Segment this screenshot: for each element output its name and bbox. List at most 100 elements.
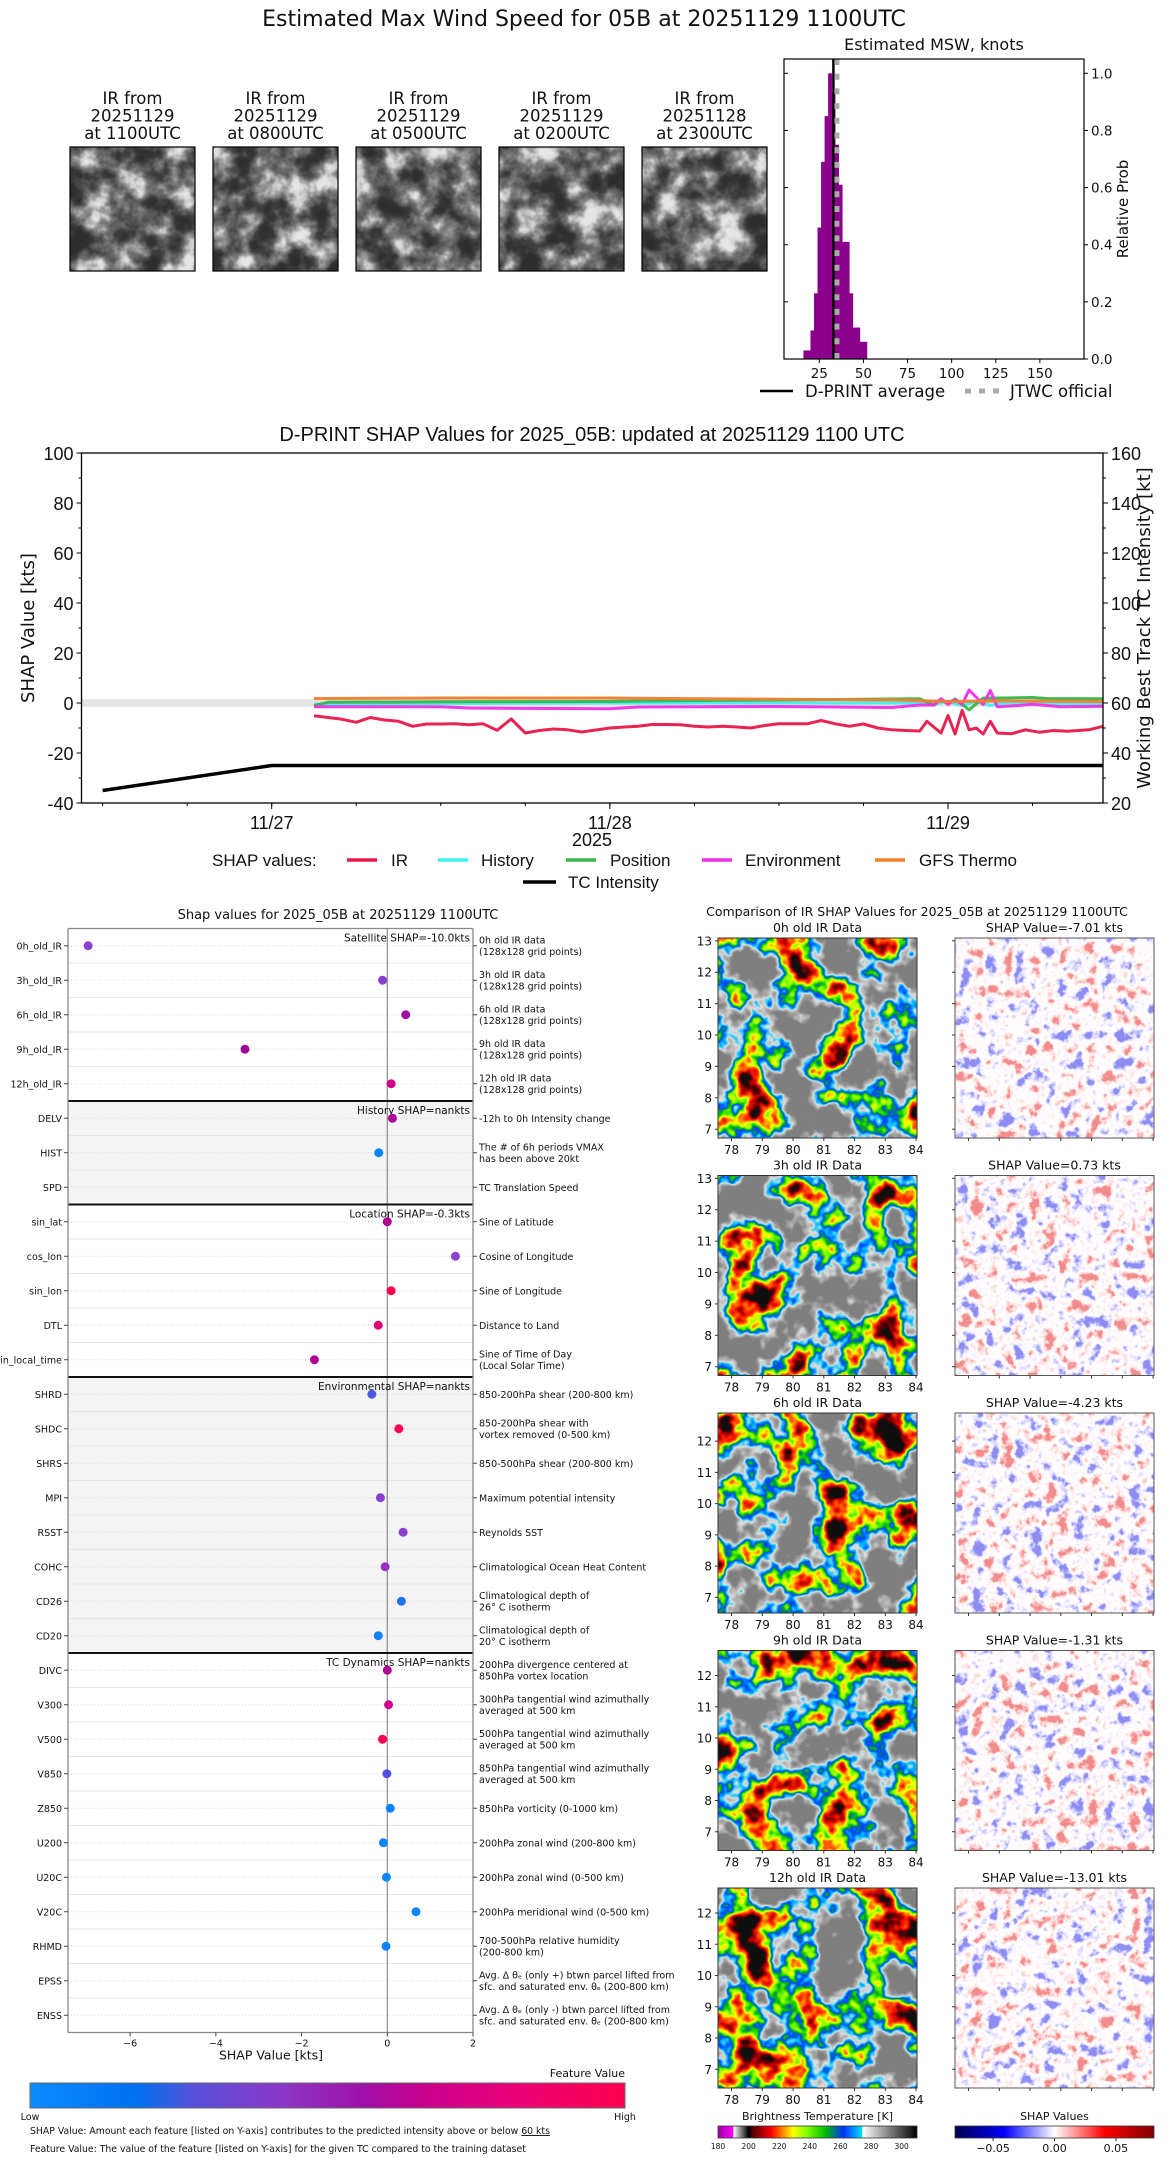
shap-dot bbox=[378, 1734, 388, 1744]
y-tick-label: 40 bbox=[53, 594, 73, 614]
y-tick-label: 13 bbox=[697, 1172, 712, 1186]
shap-colorbar-tick-label: −0.05 bbox=[976, 2142, 1010, 2155]
feature-description: 200hPa zonal wind (0-500 km) bbox=[479, 1873, 624, 1884]
feature-description: (Local Solar Time) bbox=[479, 1361, 565, 1372]
page-title: Estimated Max Wind Speed for 05B at 2025… bbox=[262, 7, 906, 32]
shap-dot bbox=[385, 1803, 395, 1813]
feature-description: (128x128 grid points) bbox=[479, 947, 582, 958]
y-tick-label: 10 bbox=[697, 1497, 712, 1511]
histogram-bar bbox=[842, 241, 847, 359]
x-tick-label: 81 bbox=[816, 1618, 831, 1632]
y-tick-label: 1.0 bbox=[1091, 66, 1112, 82]
feature-description: (128x128 grid points) bbox=[479, 981, 582, 992]
shap-dot bbox=[384, 1700, 394, 1710]
y2-tick-label: 140 bbox=[1111, 494, 1141, 514]
legend-label: GFS Thermo bbox=[919, 851, 1017, 870]
feature-description: 0h old IR data bbox=[479, 935, 545, 946]
shap-panel-title: SHAP Value=-13.01 kts bbox=[982, 1870, 1127, 1885]
y2-tick-label: 40 bbox=[1111, 744, 1131, 764]
feature-label: ENSS bbox=[37, 2011, 62, 2022]
x-tick-label: 150 bbox=[1027, 366, 1053, 382]
x-tick-label: 82 bbox=[847, 1381, 862, 1395]
x-tick-label: 84 bbox=[908, 1381, 923, 1395]
feature-label: sin_local_time bbox=[0, 1355, 62, 1366]
thumbnail-title: IR from bbox=[246, 89, 306, 108]
shap-dot bbox=[382, 1665, 392, 1675]
thumbnail-frame bbox=[212, 146, 339, 272]
thumbnail-title: at 0800UTC bbox=[227, 124, 324, 143]
x-tick-label: 84 bbox=[908, 2093, 923, 2107]
thumbnail-frame bbox=[498, 146, 625, 272]
legend-label: Environment bbox=[745, 851, 841, 870]
x-tick-label: 84 bbox=[908, 1618, 923, 1632]
y-tick-label: 12 bbox=[697, 1203, 712, 1217]
feature-description: The # of 6h periods VMAX bbox=[478, 1142, 604, 1153]
thumbnail-title: at 0500UTC bbox=[370, 124, 467, 143]
y-tick-label: 0.2 bbox=[1091, 295, 1112, 311]
section-label: Satellite SHAP=-10.0kts bbox=[344, 933, 470, 945]
footnote-feature-value: Feature Value: The value of the feature … bbox=[30, 2144, 526, 2155]
histogram-bar bbox=[859, 341, 864, 359]
ir-panel-title: 12h old IR Data bbox=[769, 1870, 866, 1885]
shap-dot bbox=[396, 1596, 406, 1606]
feature-label: sin_lon bbox=[29, 1286, 62, 1297]
y-tick-label: 12 bbox=[697, 1907, 712, 1921]
x-tick-label: 80 bbox=[785, 2093, 800, 2107]
x-tick-label: 81 bbox=[816, 1856, 831, 1870]
shap-map-image bbox=[955, 1650, 1154, 1851]
feature-label: 12h_old_IR bbox=[11, 1079, 63, 1090]
ir-thumbnail-image bbox=[70, 147, 195, 271]
x-tick-label: 83 bbox=[878, 1618, 893, 1632]
section-label: Location SHAP=-0.3kts bbox=[349, 1209, 470, 1221]
feature-description: Distance to Land bbox=[479, 1321, 559, 1332]
shap-panel-title: SHAP Value=-7.01 kts bbox=[986, 920, 1123, 935]
histogram-bar bbox=[821, 161, 825, 359]
histogram-bar bbox=[838, 184, 843, 359]
brightness-temperature-colorbar bbox=[717, 2125, 918, 2139]
y-axis-label: SHAP Value [kts] bbox=[18, 553, 39, 703]
shap-summary-title: Shap values for 2025_05B at 20251129 110… bbox=[178, 908, 499, 923]
shap-dot bbox=[240, 1044, 250, 1054]
shap-map-image bbox=[955, 938, 1154, 1138]
shap-dot bbox=[398, 1527, 408, 1537]
x-tick-label: 11/29 bbox=[926, 813, 970, 833]
feature-description: -12h to 0h Intensity change bbox=[479, 1114, 611, 1125]
shap-summary-chart: Satellite SHAP=-10.0kts History SHAP=nank… bbox=[0, 908, 674, 2155]
section-label: TC Dynamics SHAP=nankts bbox=[325, 1657, 470, 1669]
feature-label: 6h_old_IR bbox=[17, 1010, 63, 1021]
x-tick-label: 82 bbox=[847, 2093, 862, 2107]
feature-description: Climatological depth of bbox=[479, 1625, 590, 1636]
histogram-bar bbox=[849, 293, 854, 359]
shap-dot bbox=[373, 1631, 383, 1641]
feature-label: EPSS bbox=[38, 1976, 62, 1987]
histogram-bar bbox=[845, 241, 850, 359]
shap-dot bbox=[450, 1251, 460, 1261]
y-tick-label: 9 bbox=[704, 1528, 712, 1542]
footnote-shap-value: SHAP Value: Amount each feature [listed … bbox=[30, 2126, 550, 2137]
shap-dot bbox=[386, 1079, 396, 1089]
feature-label: U200 bbox=[37, 1838, 62, 1849]
ir-data-image bbox=[718, 1650, 917, 1851]
feature-description: (128x128 grid points) bbox=[479, 1050, 582, 1061]
y-tick-label: -20 bbox=[47, 744, 73, 764]
tc-intensity-line bbox=[102, 763, 1103, 793]
y2-tick-label: 80 bbox=[1111, 644, 1131, 664]
x-axis-label: 2025 bbox=[572, 830, 612, 850]
feature-description: Sine of Longitude bbox=[479, 1286, 562, 1297]
y-tick-label: 13 bbox=[697, 934, 712, 948]
shap-timeseries-chart: -40 -20 0 20 40 60 80 100 20 40 60 80 100 120 140 160 11… bbox=[18, 424, 1155, 892]
feature-label: DIVC bbox=[39, 1666, 63, 1677]
shap-panel-frame bbox=[954, 1412, 1155, 1614]
feature-label: 0h_old_IR bbox=[17, 941, 63, 952]
feature-description: 3h old IR data bbox=[479, 970, 545, 981]
feature-description: (200-800 km) bbox=[479, 1947, 544, 1958]
ir-panel-frame bbox=[717, 1650, 918, 1851]
y2-tick-label: 20 bbox=[1111, 794, 1131, 814]
x-tick-label: 78 bbox=[724, 1618, 739, 1632]
y-tick-label: 8 bbox=[704, 2032, 712, 2046]
thumbnail-title: at 2300UTC bbox=[656, 124, 753, 143]
x-tick-label: 84 bbox=[908, 1143, 923, 1157]
histogram-bar bbox=[810, 330, 815, 359]
x-tick-label: 79 bbox=[755, 2093, 770, 2107]
